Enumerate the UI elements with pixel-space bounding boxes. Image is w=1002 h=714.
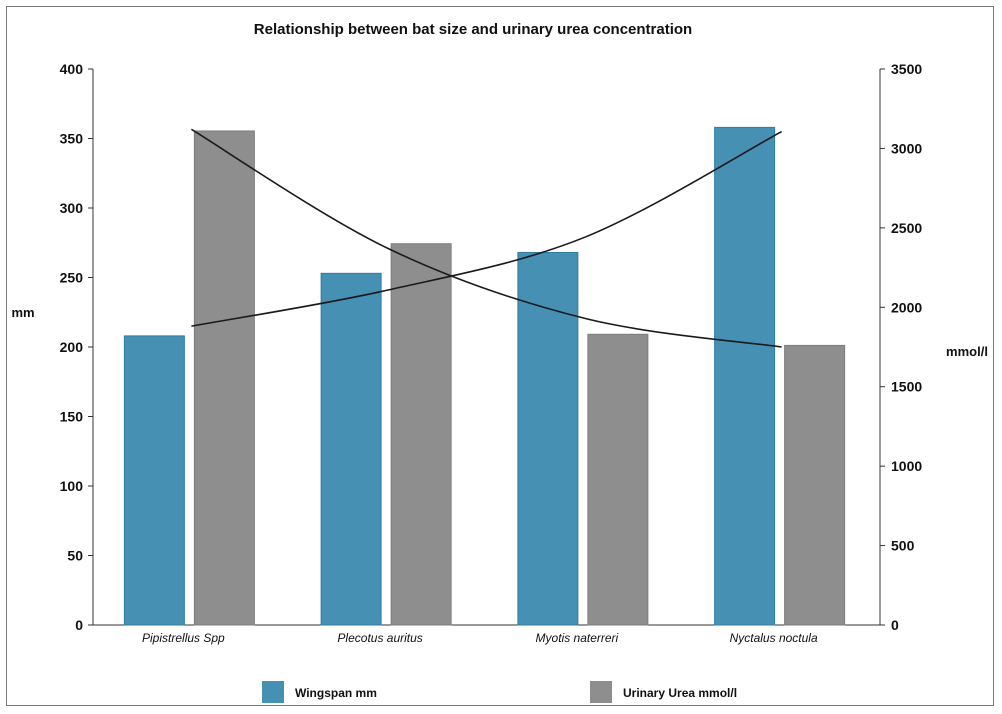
y2-tick-label: 3000 <box>891 140 922 156</box>
bar-urinary-urea <box>193 130 255 626</box>
y-tick-label: 200 <box>60 339 84 355</box>
trendlines <box>190 128 783 348</box>
x-tick-label: Nyctalus noctula <box>730 631 818 645</box>
bar-wingspan <box>714 126 776 626</box>
bars <box>123 126 846 626</box>
y2-tick-label: 2500 <box>891 220 922 236</box>
y2-tick-label: 1000 <box>891 458 922 474</box>
x-tick-label: Pipistrellus Spp <box>142 631 225 645</box>
y2-tick-label: 1500 <box>891 379 922 395</box>
trendline-urinary-urea <box>190 128 782 348</box>
y-tick-label: 0 <box>75 617 83 633</box>
y-tick-label: 250 <box>60 270 84 286</box>
y2-axis-label: mmol/l <box>946 344 988 359</box>
y-tick-label: 400 <box>60 61 84 77</box>
axes: 0 50 100 150 200 250 300 350 400 0 500 1000 1500 2000… <box>60 61 923 645</box>
bar-urinary-urea <box>784 344 846 626</box>
legend: Wingspan mm Urinary Urea mmol/l <box>262 681 737 703</box>
bar-urinary-urea <box>390 243 452 626</box>
bar-wingspan <box>320 272 382 626</box>
legend-label-urinary-urea: Urinary Urea mmol/l <box>623 686 737 700</box>
x-tick-label: Myotis naterreri <box>536 631 619 645</box>
legend-label-wingspan: Wingspan mm <box>295 686 377 700</box>
y-tick-label: 150 <box>60 409 84 425</box>
chart-title: Relationship between bat size and urinar… <box>254 21 692 38</box>
legend-swatch-urinary-urea <box>590 681 612 703</box>
y2-tick-label: 2000 <box>891 299 922 315</box>
trendline-wingspan <box>191 130 783 327</box>
y2-tick-label: 0 <box>891 617 899 633</box>
y-tick-label: 100 <box>60 478 84 494</box>
bar-wingspan <box>123 335 185 626</box>
y-tick-label: 300 <box>60 200 84 216</box>
y2-tick-label: 500 <box>891 538 915 554</box>
y-tick-label: 350 <box>60 131 84 147</box>
legend-swatch-wingspan <box>262 681 284 703</box>
y-tick-label: 50 <box>67 548 83 564</box>
x-tick-label: Plecotus auritus <box>337 631 422 645</box>
y2-tick-label: 3500 <box>891 61 922 77</box>
bar-urinary-urea <box>587 333 649 626</box>
y-axis-label: mm <box>11 305 34 320</box>
